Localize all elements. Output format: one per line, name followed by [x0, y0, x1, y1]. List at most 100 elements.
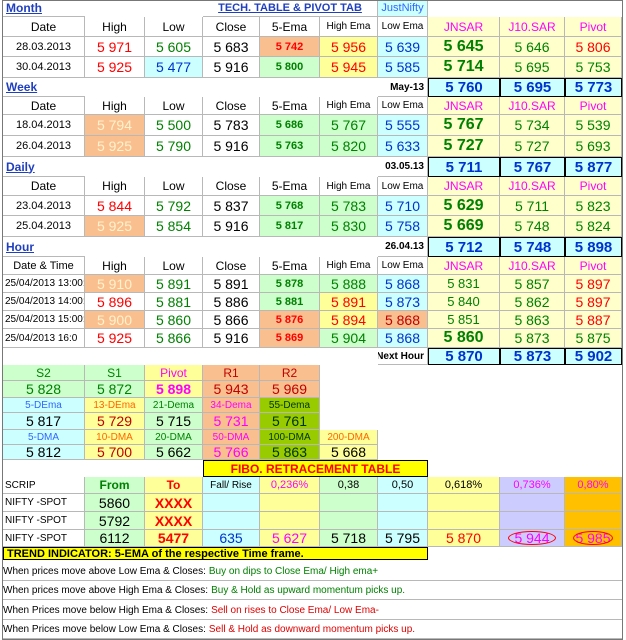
cell: 5 868	[378, 311, 428, 329]
cell: 5 605	[145, 37, 203, 57]
cell: 5-Ema	[260, 97, 320, 115]
cell: 5 873	[378, 293, 428, 311]
cell: 5 860	[428, 329, 500, 348]
cell: 0,50	[378, 477, 428, 494]
cell: 5 700	[85, 445, 145, 460]
cell: High	[85, 17, 145, 37]
cell: JNSAR	[428, 257, 500, 275]
note-advice: Buy on dips to Close Ema/ High ema+	[208, 566, 379, 577]
cell: Close	[203, 17, 260, 37]
empty-cell	[260, 512, 320, 530]
cell: 5 969	[260, 381, 320, 398]
cell: 5792	[85, 512, 145, 530]
cell: 5 857	[500, 275, 565, 293]
note-line: When Prices move below High Ema & Closes…	[3, 602, 622, 620]
cell: 5 837	[203, 196, 260, 216]
cell: 5 866	[203, 311, 260, 329]
cell: 5 712	[428, 237, 500, 257]
cell: NIFTY -SPOT	[3, 530, 85, 547]
cell: 5 539	[565, 115, 622, 136]
cell: 5 760	[428, 78, 500, 97]
cell: 5 863	[500, 311, 565, 329]
cell: 5 477	[145, 57, 203, 78]
cell: 5 742	[260, 37, 320, 57]
cell: 5 985	[565, 530, 622, 547]
cell: 20-DMA	[145, 430, 203, 445]
cell: 5 645	[428, 37, 500, 57]
cell: Daily	[3, 157, 85, 177]
cell: Pivot	[145, 365, 203, 381]
cell: Low Ema	[378, 257, 428, 275]
cell: 5 886	[203, 293, 260, 311]
cell: 5 878	[260, 275, 320, 293]
cell: 5 897	[565, 293, 622, 311]
cell: 5 881	[145, 293, 203, 311]
cell: 5 910	[85, 275, 145, 293]
cell: 5 800	[260, 57, 320, 78]
cell: 5 817	[260, 216, 320, 237]
cell: 5 758	[378, 216, 428, 237]
cell: High Ema	[320, 177, 378, 196]
cell: 5 812	[3, 445, 85, 460]
cell: 5 729	[85, 413, 145, 430]
cell: Pivot	[565, 177, 622, 196]
note-line: When prices move above Low Ema & Closes:…	[3, 563, 622, 581]
cell: 5 783	[203, 115, 260, 136]
cell: 50-DMA	[203, 430, 260, 445]
cell: XXXX	[145, 494, 203, 512]
cell: 5 891	[320, 293, 378, 311]
note-line: When prices move above High Ema & Closes…	[3, 582, 622, 601]
cell: 5 806	[565, 37, 622, 57]
cell: Pivot	[565, 17, 622, 37]
cell: 5 794	[85, 115, 145, 136]
cell: Date	[3, 97, 85, 115]
cell: 5 891	[203, 275, 260, 293]
cell: 5 831	[428, 275, 500, 293]
cell: Low Ema	[378, 97, 428, 115]
cell: 5 500	[145, 115, 203, 136]
cell: 5 896	[85, 293, 145, 311]
note-advice: Buy & Hold as upward momentum picks up.	[211, 585, 406, 597]
cell: 5 868	[378, 275, 428, 293]
cell: 5 971	[85, 37, 145, 57]
cell: From	[85, 477, 145, 494]
cell: 5 817	[3, 413, 85, 430]
cell: 5 854	[145, 216, 203, 237]
cell: 5 773	[565, 78, 622, 97]
empty-cell	[203, 512, 260, 530]
empty-cell	[500, 494, 565, 512]
cell: 5 767	[500, 157, 565, 177]
cell: 5 881	[260, 293, 320, 311]
cell: 5 748	[500, 237, 565, 257]
cell: 5 916	[203, 216, 260, 237]
cell: 5-DMA	[3, 430, 85, 445]
cell: High Ema	[320, 257, 378, 275]
cell: 5 633	[378, 136, 428, 157]
cell: 5 872	[85, 381, 145, 398]
cell: 10-DMA	[85, 430, 145, 445]
empty-cell	[565, 512, 622, 530]
empty-cell	[428, 494, 500, 512]
cell: 5 851	[428, 311, 500, 329]
note-advice: Sell on rises to Close Ema/ Low Ema-	[211, 604, 379, 616]
note-condition: When prices move above Low Ema & Closes:	[3, 566, 206, 577]
cell: 5 766	[203, 445, 260, 460]
cell: 5 714	[428, 57, 500, 78]
cell: 5 916	[203, 57, 260, 78]
cell: 5 897	[565, 275, 622, 293]
cell: 30.04.2013	[3, 57, 85, 78]
cell: 5 753	[565, 57, 622, 78]
cell: 26.04.13	[378, 237, 428, 257]
cell: JNSAR	[428, 177, 500, 196]
note-line: When Prices move below Low Ema & Closes:…	[3, 621, 622, 639]
cell: 5 669	[428, 216, 500, 237]
cell: Low	[145, 257, 203, 275]
cell: 5 627	[260, 530, 320, 547]
cell: May-13	[378, 78, 428, 97]
cell: J10.SAR	[500, 257, 565, 275]
cell: 5-Ema	[260, 17, 320, 37]
cell: 5 683	[203, 37, 260, 57]
cell: 5 695	[500, 57, 565, 78]
cell: 0,736%	[500, 477, 565, 494]
cell: 55-Dema	[260, 398, 320, 413]
